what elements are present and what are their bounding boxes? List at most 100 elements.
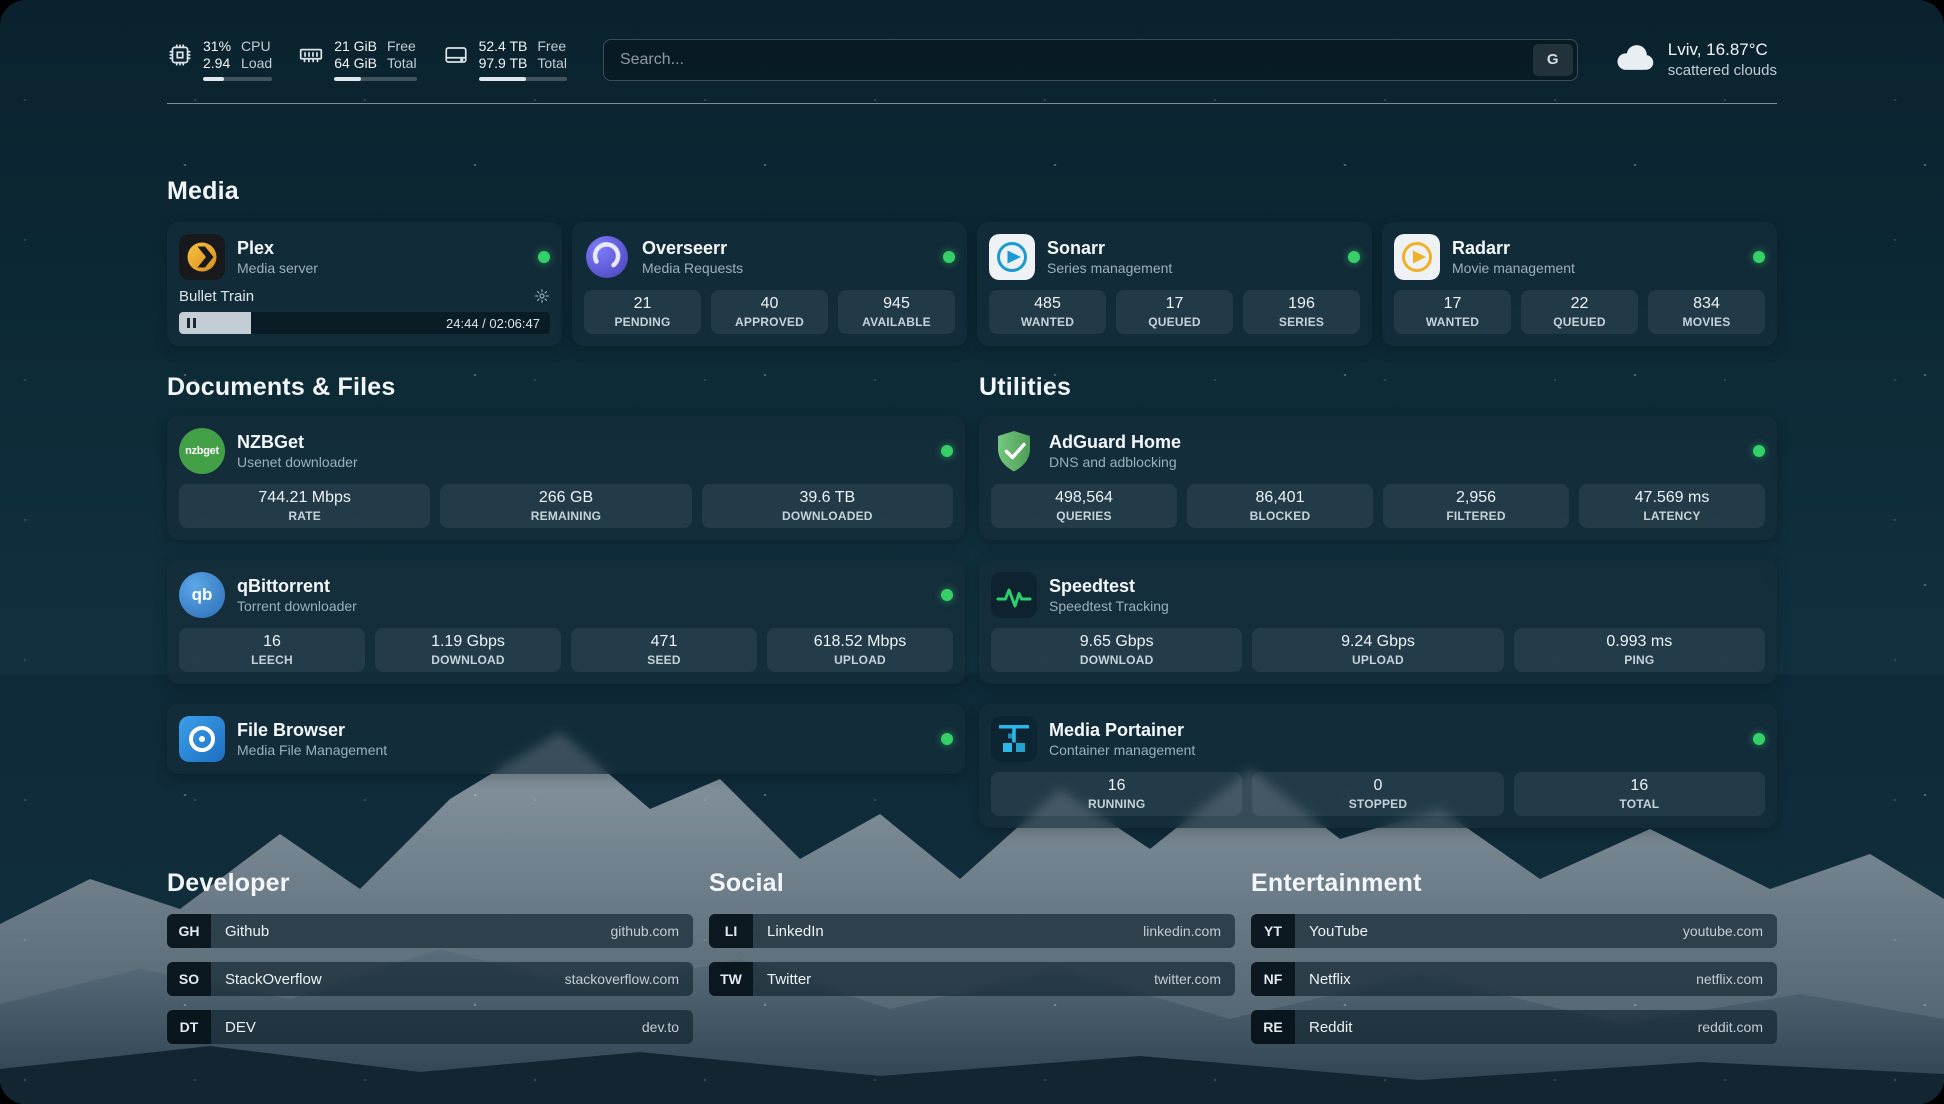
status-dot — [538, 251, 550, 263]
app-subtitle: Usenet downloader — [237, 453, 358, 470]
stat-label: DOWNLOAD — [431, 653, 505, 667]
status-dot — [1753, 445, 1765, 457]
bookmark-reddit[interactable]: RE Reddit reddit.com — [1251, 1010, 1777, 1044]
status-dot — [1753, 733, 1765, 745]
bookmark-url: dev.to — [641, 1019, 679, 1035]
bookmark-stackoverflow[interactable]: SO StackOverflow stackoverflow.com — [167, 962, 693, 996]
stat-label: RATE — [288, 509, 321, 523]
bookmark-url: netflix.com — [1696, 971, 1763, 987]
app-subtitle: Container management — [1049, 741, 1196, 758]
stat-box: 196 SERIES — [1243, 290, 1360, 334]
bookmark-netflix[interactable]: NF Netflix netflix.com — [1251, 962, 1777, 996]
bookmarks-section: Developer GH Github github.com SO StackO… — [167, 868, 1777, 1044]
bookmarks-developer: Developer GH Github github.com SO StackO… — [167, 868, 693, 1044]
playback-progress-bar[interactable]: 24:44 / 02:06:47 — [179, 312, 550, 334]
app-card-qbittorrent[interactable]: qb qBittorrent Torrent downloader 16 LEE… — [167, 560, 965, 684]
stat-label: QUEUED — [1553, 315, 1606, 329]
bookmark-dev[interactable]: DT DEV dev.to — [167, 1010, 693, 1044]
bookmark-abbr: TW — [709, 962, 753, 996]
bookmark-abbr: DT — [167, 1010, 211, 1044]
ram-icon — [298, 42, 324, 68]
stat-value: 47.569 ms — [1634, 489, 1710, 506]
stat-value: 485 — [1034, 295, 1061, 312]
stat-value: 834 — [1693, 295, 1720, 312]
bookmark-twitter[interactable]: TW Twitter twitter.com — [709, 962, 1235, 996]
disk-free-value: 52.4 TB — [478, 38, 528, 54]
stat-label: DOWNLOAD — [1079, 653, 1154, 667]
cpu-widget: 31% 2.94 CPU Load — [167, 38, 273, 81]
disk-icon — [443, 42, 469, 68]
stat-value: 0.993 ms — [1606, 633, 1673, 650]
stat-box: 834 MOVIES — [1648, 290, 1765, 334]
app-card-adguard[interactable]: AdGuard Home DNS and adblocking 498,564 … — [979, 416, 1777, 540]
stat-box: 86,401 BLOCKED — [1187, 484, 1373, 528]
stat-value: 471 — [650, 633, 678, 650]
top-bar: 31% 2.94 CPU Load — [167, 0, 1777, 103]
pause-icon[interactable] — [187, 318, 196, 328]
app-card-nzbget[interactable]: nzbget NZBGet Usenet downloader 744.21 M… — [167, 416, 965, 540]
stat-box: 0 STOPPED — [1252, 772, 1504, 816]
stat-label: QUERIES — [1056, 509, 1112, 523]
app-card-speedtest[interactable]: Speedtest Speedtest Tracking 9.65 Gbps D… — [979, 560, 1777, 684]
section-title-developer: Developer — [167, 869, 290, 897]
disk-free-label: Free — [537, 38, 567, 54]
bookmark-name: Netflix — [1309, 970, 1351, 988]
stat-value: 40 — [760, 295, 779, 312]
stat-value: 21 — [633, 295, 652, 312]
app-card-filebrowser[interactable]: File Browser Media File Management — [167, 704, 965, 774]
status-dot — [1348, 251, 1360, 263]
stat-label: APPROVED — [735, 315, 804, 329]
stat-value: 17 — [1443, 295, 1462, 312]
stat-label: SERIES — [1278, 315, 1325, 329]
app-subtitle: Series management — [1047, 259, 1173, 276]
stat-value: 9.65 Gbps — [1079, 633, 1154, 650]
bookmark-linkedin[interactable]: LI LinkedIn linkedin.com — [709, 914, 1235, 948]
search-engine-button[interactable]: G — [1532, 43, 1573, 76]
stat-label: STOPPED — [1348, 797, 1408, 811]
app-card-radarr[interactable]: Radarr Movie management 17 WANTED 22 QUE… — [1382, 222, 1777, 346]
stat-box: 498,564 QUERIES — [991, 484, 1177, 528]
bookmark-abbr: RE — [1251, 1010, 1295, 1044]
bookmark-youtube[interactable]: YT YouTube youtube.com — [1251, 914, 1777, 948]
playback-time: 24:44 / 02:06:47 — [446, 315, 540, 331]
stat-box: 744.21 Mbps RATE — [179, 484, 431, 528]
stat-label: LATENCY — [1643, 509, 1701, 523]
disk-usage-bar — [478, 77, 567, 81]
stat-label: TOTAL — [1619, 797, 1660, 811]
cpu-icon — [167, 42, 193, 68]
app-card-portainer[interactable]: Media Portainer Container management 16 … — [979, 704, 1777, 828]
bookmarks-social: Social LI LinkedIn linkedin.com TW Twitt… — [709, 868, 1235, 1044]
bookmark-github[interactable]: GH Github github.com — [167, 914, 693, 948]
status-dot — [1753, 251, 1765, 263]
bookmark-url: linkedin.com — [1143, 923, 1221, 939]
stat-label: FILTERED — [1446, 509, 1506, 523]
section-title-entertainment: Entertainment — [1251, 869, 1422, 897]
bookmark-abbr: NF — [1251, 962, 1295, 996]
bookmark-url: youtube.com — [1682, 923, 1763, 939]
stat-value: 196 — [1288, 295, 1315, 312]
cpu-usage-bar — [203, 77, 273, 81]
gear-icon[interactable] — [534, 288, 550, 304]
disk-total-value: 97.9 TB — [478, 55, 528, 71]
bookmark-name: Reddit — [1309, 1018, 1353, 1036]
stat-value: 2,956 — [1455, 489, 1497, 506]
app-subtitle: DNS and adblocking — [1049, 453, 1177, 470]
stat-box: 9.24 Gbps UPLOAD — [1252, 628, 1504, 672]
app-card-overseerr[interactable]: Overseerr Media Requests 21 PENDING 40 A… — [572, 222, 967, 346]
search-bar: G — [602, 38, 1578, 81]
ram-widget: 21 GiB 64 GiB Free Total — [298, 38, 417, 81]
stat-label: LEECH — [251, 653, 293, 667]
nzbget-icon: nzbget — [179, 428, 225, 474]
stat-box: 16 LEECH — [179, 628, 365, 672]
app-card-sonarr[interactable]: Sonarr Series management 485 WANTED 17 Q… — [977, 222, 1372, 346]
search-input[interactable] — [603, 39, 1533, 80]
now-playing-title: Bullet Train — [179, 287, 255, 305]
bookmarks-entertainment: Entertainment YT YouTube youtube.com NF … — [1251, 868, 1777, 1044]
app-card-plex[interactable]: Plex Media server Bullet Train — [167, 222, 562, 346]
stat-label: DOWNLOADED — [781, 509, 873, 523]
stat-label: REMAINING — [530, 509, 602, 523]
bookmark-abbr: YT — [1251, 914, 1295, 948]
stat-value: 86,401 — [1255, 489, 1305, 506]
stat-box: 266 GB REMAINING — [440, 484, 692, 528]
stat-value: 744.21 Mbps — [258, 489, 351, 506]
